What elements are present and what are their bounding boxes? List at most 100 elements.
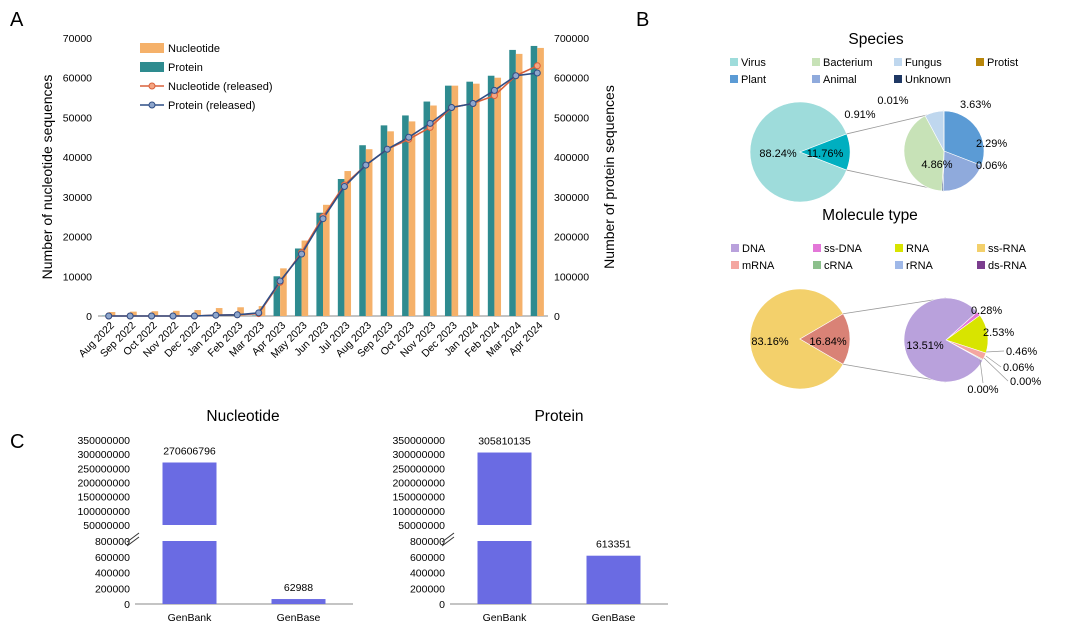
legend-label: Bacterium (823, 57, 873, 69)
legend-label: Fungus (905, 57, 942, 69)
bar-upper (162, 462, 217, 525)
legend-label: RNA (906, 243, 930, 255)
y-axis-title-left: Number of nucleotide sequences (39, 75, 55, 280)
point-protein-released (212, 311, 220, 319)
y-tick-label: 350000000 (77, 435, 130, 447)
pie-label: 4.86% (921, 159, 952, 171)
legend-swatch (895, 261, 903, 269)
bar-protein (294, 248, 302, 316)
y-tick-label-left: 60000 (63, 73, 92, 85)
legend-marker (148, 82, 156, 90)
breakdown-slice (903, 115, 945, 192)
y-tick-label: 600000 (410, 552, 445, 564)
pie-label: 2.53% (983, 327, 1014, 339)
bar-chart-title: Nucleotide (206, 408, 279, 425)
y-tick-label: 200000 (410, 583, 445, 595)
bar-lower (477, 541, 532, 604)
bar-nucleotide (515, 53, 523, 317)
bar-protein (316, 212, 323, 316)
legend-label: mRNA (742, 260, 775, 272)
y-tick-label-right: 100000 (554, 271, 589, 283)
point-protein-released (148, 312, 156, 320)
legend-label: Unknown (905, 74, 951, 86)
y-tick-label: 100000000 (77, 506, 130, 518)
y-tick-label: 0 (439, 599, 445, 611)
legend-label: ss-RNA (988, 243, 1027, 255)
bar-protein (252, 315, 259, 316)
y-tick-label: 200000000 (392, 478, 445, 490)
panel-label-c: C (10, 431, 24, 453)
leader-line (985, 350, 1005, 353)
legend-swatch (976, 58, 984, 66)
y-tick-label-left: 0 (86, 311, 92, 323)
bar-nucleotide (323, 204, 330, 316)
point-protein-released (448, 104, 456, 111)
legend-swatch (140, 62, 164, 72)
legend-label: ss-DNA (824, 243, 863, 255)
breakdown-slice (903, 297, 984, 383)
y-tick-label: 150000000 (392, 492, 445, 504)
legend-label: Protein (released) (168, 100, 255, 112)
point-protein-released (362, 161, 370, 169)
y-tick-label: 600000 (95, 552, 130, 564)
point-protein-released (255, 309, 263, 317)
legend-label: DNA (742, 243, 766, 255)
legend-swatch (813, 261, 821, 269)
pie-label: 0.06% (1003, 362, 1034, 374)
y-tick-label: 400000 (95, 568, 130, 580)
point-protein-released (190, 312, 198, 320)
y-tick-label: 400000 (410, 568, 445, 580)
bar-protein (487, 75, 495, 316)
pie-label: 0.91% (844, 109, 875, 121)
bar-nucleotide (215, 308, 223, 316)
bar-protein (509, 49, 516, 317)
pie-slice (749, 288, 844, 390)
y-tick-label-left: 10000 (63, 271, 92, 283)
y-tick-label: 150000000 (77, 492, 130, 504)
axis-break-mark (441, 532, 455, 543)
point-nucleotide-released (533, 62, 541, 70)
y-tick-label: 250000000 (77, 463, 130, 475)
x-tick-label: GenBank (483, 612, 528, 624)
y-tick-label-right: 600000 (554, 73, 589, 85)
legend-marker (148, 101, 156, 109)
breakdown-slice (942, 150, 982, 192)
point-protein-released (105, 312, 113, 320)
y-tick-label-right: 400000 (554, 152, 589, 164)
legend-swatch (140, 43, 164, 53)
bar-data-label: 270606796 (163, 445, 216, 457)
bar-nucleotide (258, 306, 266, 316)
y-tick-label-right: 200000 (554, 232, 589, 244)
x-tick-label: GenBase (592, 612, 636, 624)
pie-label: 0.06% (976, 160, 1007, 172)
point-protein-released (383, 145, 391, 153)
bar-data-label: 613351 (596, 539, 631, 551)
bar-nucleotide (473, 83, 480, 317)
y-tick-label: 800000 (410, 536, 445, 548)
legend-label: Nucleotide (released) (168, 81, 273, 93)
point-protein-released (169, 312, 177, 320)
bar-upper (477, 452, 532, 525)
axis-break-mark (441, 536, 455, 547)
pie-title: Species (848, 31, 903, 48)
pie-title: Molecule type (822, 207, 918, 224)
chart-c-nucleotide-bars: Nucleotide 50000000 100000000 150000000 2000… (77, 408, 353, 624)
bar-protein (530, 45, 538, 316)
y-tick-label: 200000000 (77, 478, 130, 490)
legend-label: Nucleotide (168, 43, 220, 55)
pie-label: 0.01% (877, 95, 908, 107)
y-tick-label: 50000000 (398, 520, 445, 532)
bar-nucleotide (430, 105, 437, 316)
y-axis-title-right: Number of protein sequences (601, 85, 617, 269)
bar-protein (380, 125, 388, 316)
point-protein-released (233, 311, 241, 319)
bar-nucleotide (280, 268, 287, 316)
point-protein-released (319, 215, 327, 223)
panel-label-b: B (636, 9, 649, 31)
legend-swatch (730, 75, 738, 83)
bar-lower (162, 541, 217, 604)
legend-swatch (812, 58, 820, 66)
bar-nucleotide (451, 85, 459, 317)
y-tick-label: 250000000 (392, 463, 445, 475)
